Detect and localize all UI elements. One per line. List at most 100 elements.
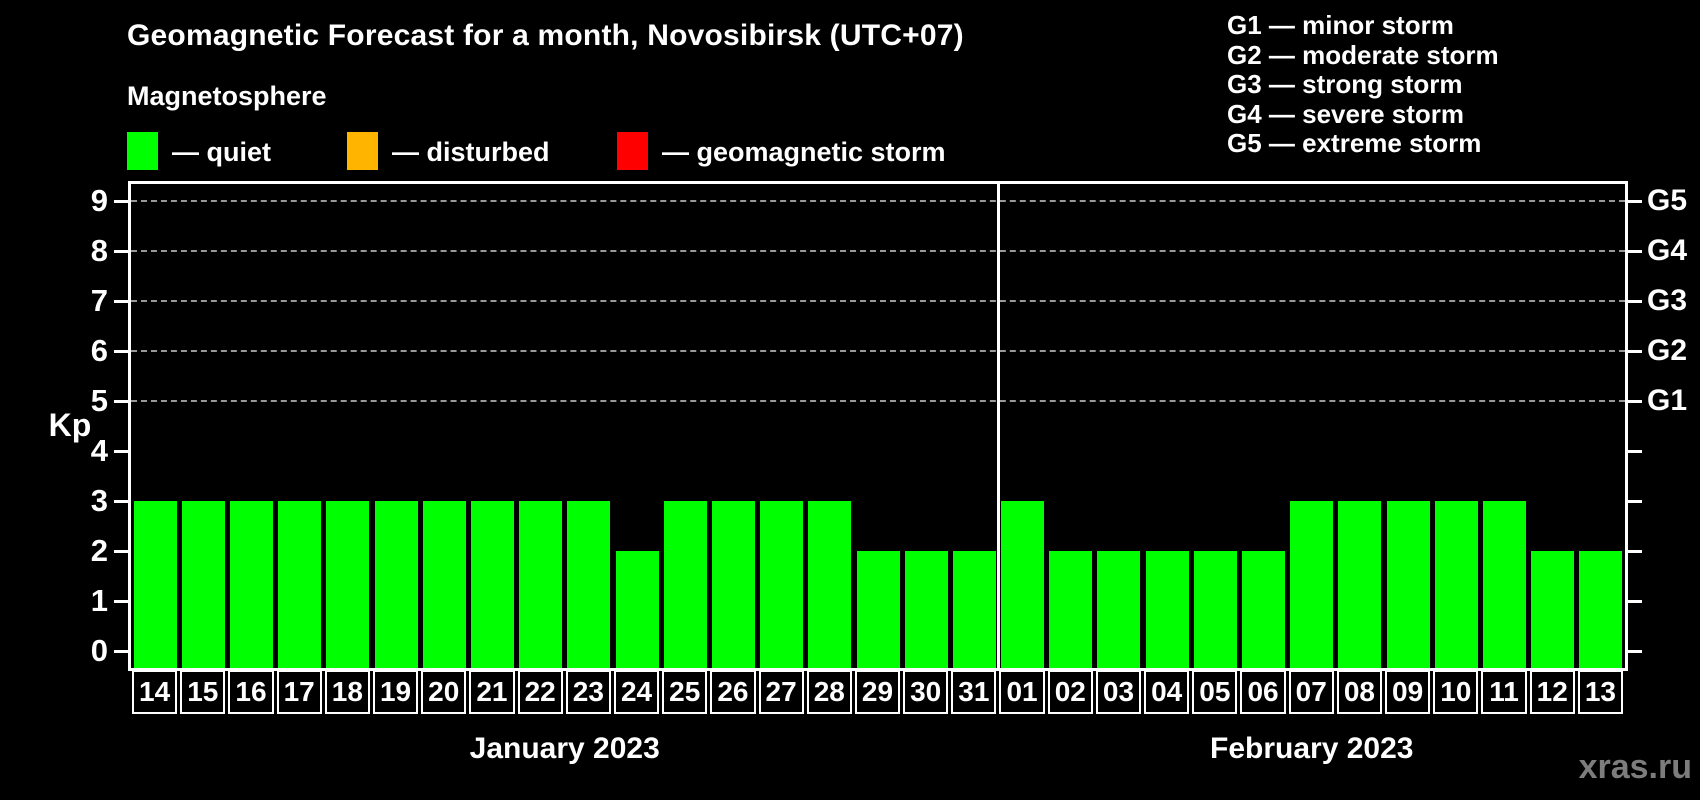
day-label: 19 xyxy=(372,670,419,714)
day-label: 12 xyxy=(1529,670,1575,714)
y-tick-right xyxy=(1628,349,1642,353)
day-label: 25 xyxy=(662,670,708,714)
day-label: 21 xyxy=(469,670,515,714)
kp-bar xyxy=(1483,501,1527,668)
y-tick-right xyxy=(1628,399,1642,403)
g-scale-label-g1: G1 xyxy=(1647,384,1688,417)
month-separator xyxy=(996,184,1000,668)
y-tick-label: 1 xyxy=(90,583,108,618)
day-label: 01 xyxy=(999,670,1045,714)
storm-scale-g3: G3 — strong storm xyxy=(1227,69,1463,99)
kp-bar xyxy=(181,501,225,668)
y-tick-right xyxy=(1628,449,1642,453)
kp-bar xyxy=(663,501,707,668)
day-label: 28 xyxy=(806,670,852,714)
day-label: 13 xyxy=(1577,670,1623,714)
month-label: February 2023 xyxy=(1210,732,1414,765)
kp-bar xyxy=(1097,551,1141,668)
kp-bar xyxy=(760,501,804,668)
y-tick-right xyxy=(1628,649,1642,653)
y-tick-label: 6 xyxy=(90,333,108,368)
day-label: 27 xyxy=(758,670,804,714)
kp-bar xyxy=(1145,551,1189,668)
gridline-kp-5 xyxy=(131,400,1625,402)
y-tick-left xyxy=(114,599,128,603)
kp-bar xyxy=(1242,551,1286,668)
day-label: 11 xyxy=(1481,670,1527,714)
g-scale-label-g5: G5 xyxy=(1647,184,1688,217)
kp-bar xyxy=(952,551,996,668)
y-tick-label: 9 xyxy=(90,183,108,218)
y-tick-right xyxy=(1628,299,1642,303)
day-label: 16 xyxy=(228,670,274,714)
kp-bar xyxy=(133,501,177,668)
day-label: 10 xyxy=(1433,670,1479,714)
quiet-color-swatch xyxy=(127,132,158,170)
kp-bar xyxy=(808,501,852,668)
kp-bar xyxy=(904,551,948,668)
kp-bar xyxy=(1049,551,1093,668)
day-label: 14 xyxy=(132,670,178,714)
kp-bar xyxy=(1531,551,1575,668)
g-scale-label-g4: G4 xyxy=(1647,234,1688,267)
y-tick-left xyxy=(114,299,128,303)
y-tick-right xyxy=(1628,549,1642,553)
day-label: 22 xyxy=(517,670,563,714)
legend-label-disturbed: — disturbed xyxy=(392,137,550,167)
y-tick-left xyxy=(114,399,128,403)
gridline-kp-7 xyxy=(131,300,1625,302)
y-tick-left xyxy=(114,549,128,553)
day-label: 02 xyxy=(1047,670,1093,714)
day-label: 24 xyxy=(613,670,660,714)
day-label: 31 xyxy=(951,670,997,714)
y-tick-label: 4 xyxy=(90,433,108,468)
kp-bar xyxy=(470,501,514,668)
y-axis-title: Kp xyxy=(48,407,92,443)
y-tick-left xyxy=(114,249,128,253)
y-tick-left xyxy=(114,449,128,453)
geomagnetic-storm-color-swatch xyxy=(617,132,648,170)
day-label: 20 xyxy=(421,670,467,714)
day-label: 29 xyxy=(854,670,901,714)
y-tick-right xyxy=(1628,599,1642,603)
plot-area xyxy=(128,181,1628,671)
day-label: 18 xyxy=(324,670,370,714)
day-label: 30 xyxy=(903,670,949,714)
storm-scale-g4: G4 — severe storm xyxy=(1227,98,1465,129)
day-label: 05 xyxy=(1192,670,1238,714)
day-label: 03 xyxy=(1095,670,1142,714)
day-label: 08 xyxy=(1336,670,1383,714)
legend-label-quiet: — quiet xyxy=(172,137,271,167)
g-scale-label-g3: G3 xyxy=(1647,284,1688,317)
magnetosphere-label: Magnetosphere xyxy=(127,81,327,111)
day-label: 17 xyxy=(276,670,322,714)
y-tick-left xyxy=(114,199,128,203)
day-label: 26 xyxy=(710,670,756,714)
gridline-kp-8 xyxy=(131,250,1625,252)
y-tick-label: 3 xyxy=(90,483,108,518)
day-label: 04 xyxy=(1144,670,1190,714)
day-label: 06 xyxy=(1240,670,1286,714)
day-label: 23 xyxy=(565,670,611,714)
kp-bar xyxy=(1579,551,1623,668)
storm-scale-g5: G5 — extreme storm xyxy=(1227,128,1482,158)
y-tick-label: 0 xyxy=(90,633,108,668)
day-label: 15 xyxy=(180,670,226,714)
x-axis-day-labels: 14 15 16 17 18 19 20 21 22 23 24 25 26 27 28 29 30 31 01 02… xyxy=(131,670,1625,716)
watermark: xras.ru xyxy=(1578,748,1692,786)
day-label: 09 xyxy=(1385,670,1431,714)
y-tick-label: 2 xyxy=(90,533,108,568)
storm-scale-legend: G1 — minor storm G2 — moderate storm G3 … xyxy=(1227,10,1499,159)
kp-bar xyxy=(615,551,659,668)
kp-bar xyxy=(519,501,563,668)
kp-bar xyxy=(1001,501,1045,668)
kp-bar xyxy=(229,501,273,668)
kp-bar xyxy=(711,501,755,668)
kp-bar xyxy=(1193,551,1237,668)
storm-scale-g2: G2 — moderate storm xyxy=(1227,39,1499,70)
kp-bar xyxy=(567,501,611,668)
kp-bar xyxy=(1290,501,1334,668)
kp-bar xyxy=(1338,501,1382,668)
disturbed-color-swatch xyxy=(347,132,378,170)
